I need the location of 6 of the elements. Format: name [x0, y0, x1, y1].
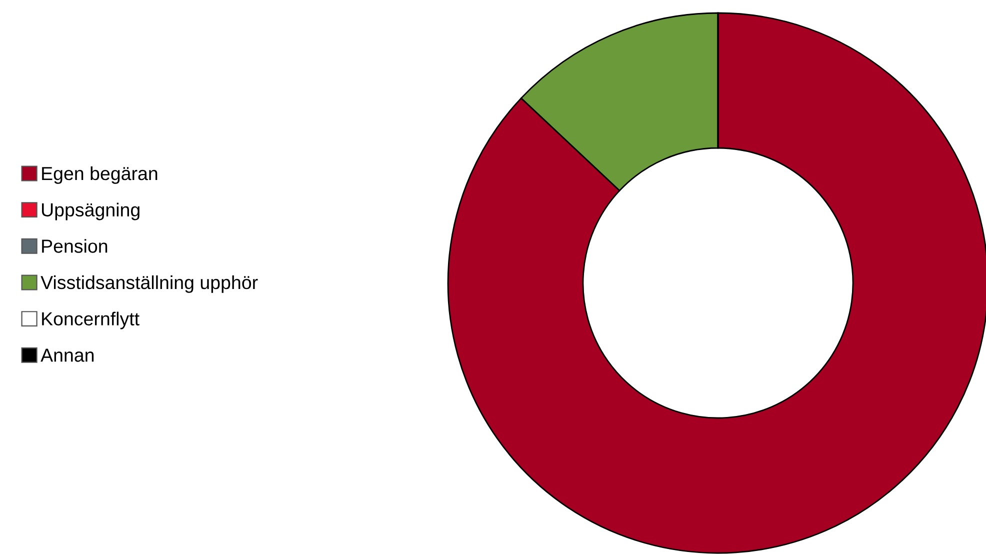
legend-label: Egen begäran: [42, 166, 158, 184]
legend-label: Visstidsanställning upphör: [40, 275, 258, 293]
legend-label: Uppsägning: [42, 202, 140, 220]
legend-label: Pension: [42, 239, 108, 253]
legend-label: Annan: [40, 348, 94, 362]
legend-label: Koncernflytt: [42, 312, 140, 330]
